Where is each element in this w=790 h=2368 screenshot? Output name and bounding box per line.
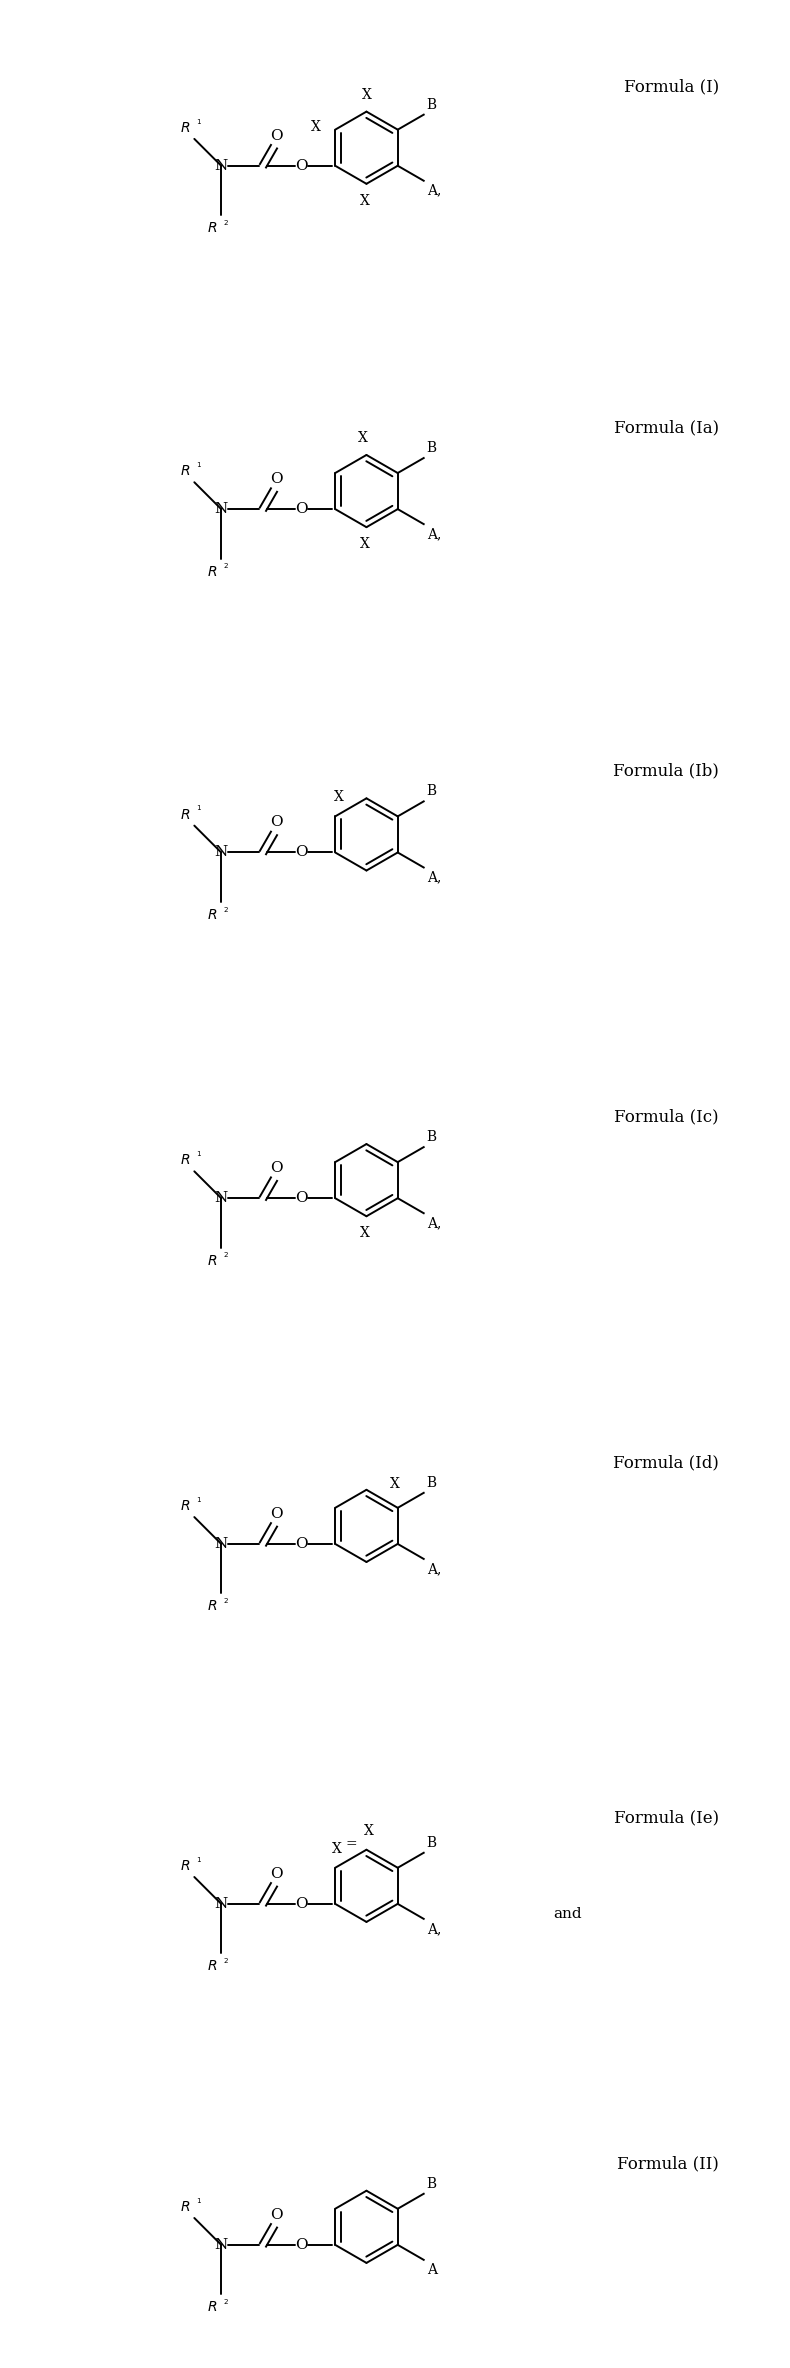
Text: $^2$: $^2$ [224,1598,229,1608]
Text: $R$: $R$ [180,1499,190,1513]
Text: $^1$: $^1$ [197,807,202,815]
Text: $R$: $R$ [180,2200,190,2214]
Text: $R$: $R$ [207,564,217,578]
Text: O: O [269,2207,282,2221]
Text: A,: A, [427,1563,441,1577]
Text: A,: A, [427,1923,441,1937]
Text: O: O [295,1897,307,1911]
Text: $^2$: $^2$ [224,564,229,573]
Text: $R$: $R$ [207,907,217,921]
Text: Formula (II): Formula (II) [617,2155,719,2171]
Text: $R$: $R$ [180,121,190,135]
Text: O: O [269,128,282,142]
Text: B: B [427,1130,437,1144]
Text: $R$: $R$ [207,2299,217,2314]
Text: X: X [334,791,344,805]
Text: X: X [333,1842,342,1857]
Text: $^1$: $^1$ [197,464,202,471]
Text: $^2$: $^2$ [224,2299,229,2309]
Text: N: N [215,159,228,173]
Text: O: O [295,159,307,173]
Text: X: X [359,194,370,208]
Text: =: = [345,1838,356,1852]
Text: N: N [215,1537,228,1551]
Text: $^2$: $^2$ [224,1253,229,1262]
Text: $^2$: $^2$ [224,220,229,230]
Text: X: X [362,88,371,102]
Text: O: O [295,1191,307,1205]
Text: O: O [269,1160,282,1175]
Text: B: B [427,2176,437,2190]
Text: B: B [427,97,437,111]
Text: X: X [311,121,322,133]
Text: $R$: $R$ [180,464,190,478]
Text: X: X [363,1823,374,1838]
Text: B: B [427,1475,437,1489]
Text: B: B [427,784,437,798]
Text: O: O [269,1506,282,1520]
Text: Formula (I): Formula (I) [623,78,719,95]
Text: $R$: $R$ [180,1153,190,1167]
Text: N: N [215,2238,228,2252]
Text: $R$: $R$ [207,1958,217,1973]
Text: Formula (Ie): Formula (Ie) [614,1809,719,1826]
Text: N: N [215,845,228,860]
Text: $^1$: $^1$ [197,121,202,128]
Text: $R$: $R$ [207,1598,217,1613]
Text: and: and [553,1906,581,1920]
Text: Formula (Ia): Formula (Ia) [614,419,719,436]
Text: Formula (Ic): Formula (Ic) [615,1108,719,1125]
Text: N: N [215,1897,228,1911]
Text: O: O [269,1866,282,1880]
Text: B: B [427,440,437,455]
Text: X: X [359,538,370,552]
Text: X: X [358,431,367,445]
Text: $R$: $R$ [207,1253,217,1267]
Text: O: O [295,502,307,516]
Text: A,: A, [427,528,441,542]
Text: $^1$: $^1$ [197,1499,202,1506]
Text: $^1$: $^1$ [197,1153,202,1160]
Text: X: X [390,1478,400,1492]
Text: O: O [295,845,307,860]
Text: X: X [359,1227,370,1241]
Text: O: O [269,815,282,829]
Text: A,: A, [427,871,441,886]
Text: A: A [427,2264,437,2278]
Text: $^2$: $^2$ [224,1958,229,1968]
Text: $R$: $R$ [207,220,217,234]
Text: Formula (Ib): Formula (Ib) [613,762,719,779]
Text: N: N [215,502,228,516]
Text: O: O [295,1537,307,1551]
Text: Formula (Id): Formula (Id) [613,1454,719,1471]
Text: N: N [215,1191,228,1205]
Text: A,: A, [427,1217,441,1231]
Text: B: B [427,1835,437,1849]
Text: $R$: $R$ [180,807,190,822]
Text: $R$: $R$ [180,1859,190,1873]
Text: A,: A, [427,185,441,199]
Text: $^2$: $^2$ [224,907,229,916]
Text: $^1$: $^1$ [197,2200,202,2207]
Text: O: O [295,2238,307,2252]
Text: O: O [269,471,282,485]
Text: $^1$: $^1$ [197,1859,202,1866]
